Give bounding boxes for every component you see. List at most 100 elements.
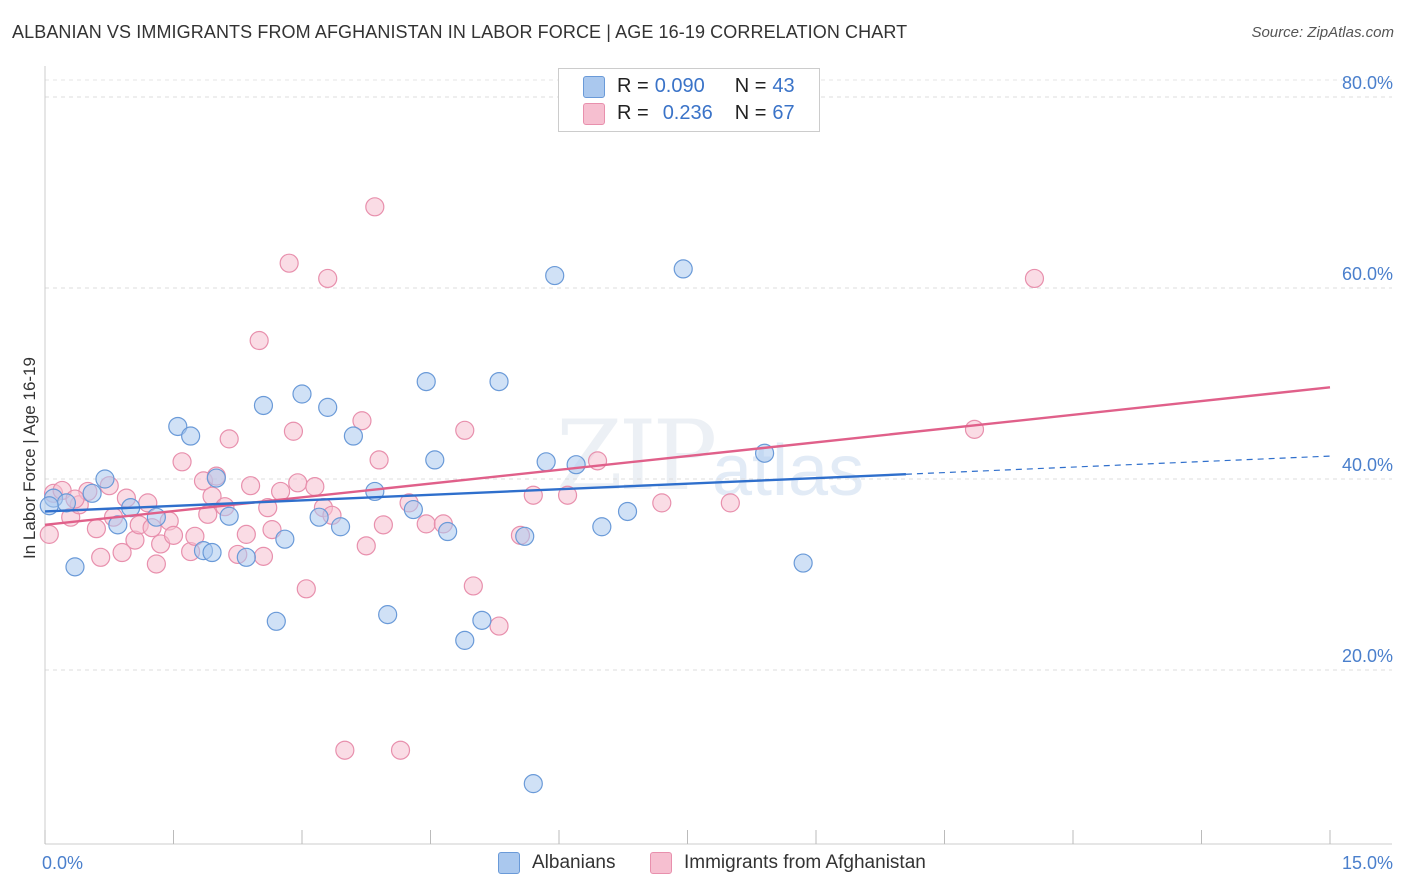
data-point-afghan bbox=[253, 546, 274, 566]
data-point-afghan bbox=[365, 197, 385, 217]
data-point-afghan bbox=[369, 450, 389, 470]
chart-title: ALBANIAN VS IMMIGRANTS FROM AFGHANISTAN … bbox=[12, 22, 908, 42]
data-point-afghan bbox=[91, 547, 111, 567]
data-point-afghan bbox=[305, 477, 325, 497]
y-tick-label: 60.0% bbox=[1342, 264, 1393, 284]
data-point-afghan bbox=[373, 515, 393, 535]
data-point-albanians bbox=[673, 259, 693, 279]
tick-labels: 20.0% 40.0% 60.0% 80.0% 0.0% 15.0% bbox=[42, 73, 1393, 873]
data-point-albanians bbox=[545, 265, 565, 286]
trend-line-albanians-extension bbox=[905, 455, 1331, 475]
data-point-albanians bbox=[309, 507, 329, 527]
legend-stats: R = 0.090 N = 43 R = 0.236 N = 67 bbox=[558, 68, 820, 132]
albanians-swatch bbox=[498, 852, 520, 874]
data-point-afghan bbox=[112, 542, 132, 563]
data-point-albanians bbox=[592, 517, 612, 537]
data-point-afghan bbox=[283, 421, 304, 441]
legend-label-afghan: Immigrants from Afghanistan bbox=[684, 852, 926, 873]
x-tick-label: 15.0% bbox=[1342, 853, 1393, 873]
data-point-afghan bbox=[146, 554, 166, 574]
data-point-afghan bbox=[236, 524, 256, 544]
data-point-albanians bbox=[108, 515, 128, 535]
data-point-afghan bbox=[219, 429, 239, 449]
data-point-afghan bbox=[455, 420, 475, 440]
n-label: N = bbox=[734, 102, 767, 124]
data-point-afghan bbox=[390, 740, 411, 760]
r-label: R = bbox=[617, 102, 649, 124]
data-point-afghan bbox=[964, 419, 985, 439]
data-point-albanians bbox=[95, 469, 115, 489]
data-point-albanians bbox=[202, 542, 222, 563]
legend-item-albanians: Albanians bbox=[498, 852, 615, 874]
data-point-afghan bbox=[288, 473, 308, 493]
albanians-swatch bbox=[583, 75, 605, 98]
data-point-albanians bbox=[236, 547, 256, 567]
source-label: Source: ZipAtlas.com bbox=[1251, 24, 1394, 41]
data-point-afghan bbox=[356, 536, 376, 556]
data-point-albanians bbox=[330, 517, 351, 537]
data-point-afghan bbox=[489, 616, 509, 636]
data-point-albanians bbox=[472, 610, 492, 630]
data-point-albanians bbox=[343, 426, 363, 446]
data-point-albanians bbox=[275, 529, 295, 549]
legend-item-afghan: Immigrants from Afghanistan bbox=[650, 852, 926, 874]
data-point-albanians bbox=[253, 395, 274, 416]
data-point-albanians bbox=[82, 483, 102, 503]
gridlines bbox=[45, 79, 1392, 671]
data-point-afghan bbox=[416, 514, 436, 534]
y-tick-label: 40.0% bbox=[1342, 455, 1393, 475]
afghan-swatch bbox=[583, 102, 605, 125]
data-point-afghan bbox=[39, 524, 59, 544]
legend-row-albanians: R = 0.090 N = 43 bbox=[583, 75, 795, 98]
data-point-afghan bbox=[557, 485, 578, 505]
legend-row-afghan: R = 0.236 N = 67 bbox=[583, 102, 795, 125]
axes bbox=[44, 66, 1392, 845]
data-point-albanians bbox=[206, 468, 226, 488]
data-point-afghan bbox=[279, 253, 299, 273]
data-point-afghan bbox=[720, 493, 740, 513]
data-point-albanians bbox=[65, 557, 85, 577]
data-point-albanians bbox=[793, 553, 813, 573]
data-point-albanians bbox=[438, 521, 458, 542]
data-point-afghan bbox=[172, 452, 192, 472]
data-point-albanians bbox=[566, 455, 586, 475]
data-point-afghan bbox=[652, 493, 672, 513]
data-point-albanians bbox=[378, 605, 398, 625]
data-point-albanians bbox=[146, 507, 166, 527]
y-tick-label: 80.0% bbox=[1342, 73, 1393, 93]
legend-label-albanians: Albanians bbox=[532, 852, 616, 873]
data-point-afghan bbox=[86, 519, 107, 539]
data-point-afghan bbox=[318, 268, 338, 289]
data-point-albanians bbox=[617, 501, 638, 522]
data-point-afghan bbox=[249, 330, 269, 351]
data-point-albanians bbox=[515, 526, 535, 546]
n-value: 67 bbox=[772, 102, 795, 124]
data-point-afghan bbox=[296, 579, 316, 599]
r-value: 0.090 bbox=[654, 75, 705, 97]
n-value: 43 bbox=[772, 75, 795, 97]
n-label: N = bbox=[734, 75, 767, 97]
data-point-albanians bbox=[181, 426, 201, 446]
data-point-albanians bbox=[292, 384, 312, 404]
data-point-afghan bbox=[352, 411, 372, 431]
data-point-afghan bbox=[163, 525, 184, 545]
r-value: 0.236 bbox=[662, 102, 713, 124]
data-point-afghan bbox=[463, 576, 483, 596]
legend-series: Albanians Immigrants from Afghanistan bbox=[0, 852, 1406, 878]
data-point-albanians bbox=[489, 371, 509, 392]
data-point-afghan bbox=[262, 520, 282, 540]
data-point-albanians bbox=[536, 452, 556, 472]
y-tick-label: 20.0% bbox=[1342, 646, 1393, 666]
trend-line-albanians bbox=[44, 473, 907, 513]
data-point-afghan bbox=[335, 740, 355, 760]
data-point-afghan bbox=[1024, 268, 1045, 289]
data-point-afghan bbox=[185, 526, 205, 546]
data-point-albanians bbox=[318, 397, 338, 417]
data-point-albanians bbox=[168, 416, 188, 437]
x-tick-label: 0.0% bbox=[42, 853, 83, 873]
data-point-afghan bbox=[241, 476, 261, 496]
r-label: R = bbox=[617, 75, 649, 97]
data-point-albanians bbox=[425, 450, 445, 470]
data-point-albanians bbox=[416, 371, 436, 392]
